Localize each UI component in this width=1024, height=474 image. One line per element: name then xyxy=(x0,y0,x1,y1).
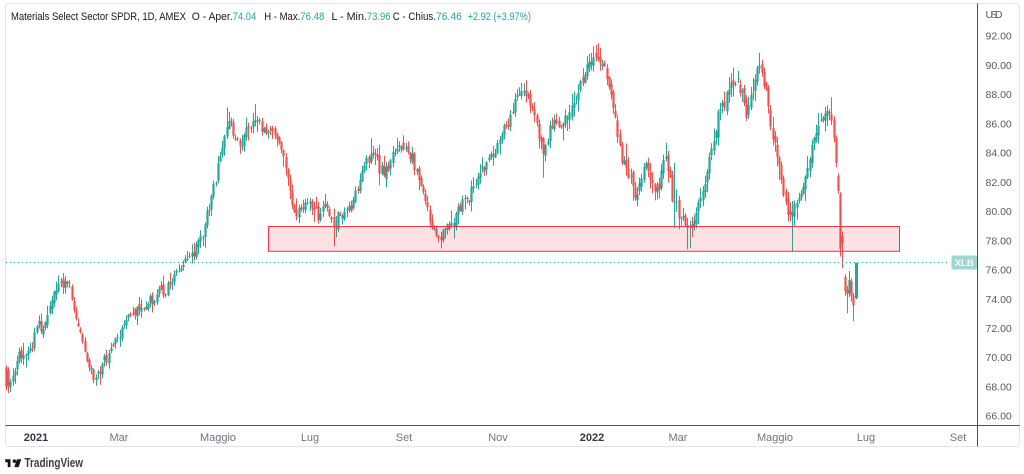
svg-text:66.00: 66.00 xyxy=(986,411,1012,423)
svg-text:TradingView: TradingView xyxy=(25,456,84,470)
svg-text:88.00: 88.00 xyxy=(986,89,1012,101)
svg-text:72.00: 72.00 xyxy=(986,323,1012,335)
svg-text:C - Chius.: C - Chius. xyxy=(393,11,436,23)
svg-text:H - Max.: H - Max. xyxy=(264,11,300,23)
svg-text:O - Aper.: O - Aper. xyxy=(192,11,233,23)
svg-text:+2.92 (+3.97%): +2.92 (+3.97%) xyxy=(468,11,531,23)
svg-text:86.00: 86.00 xyxy=(986,118,1012,130)
svg-text:Maggio: Maggio xyxy=(200,432,236,444)
svg-text:Set: Set xyxy=(396,432,413,444)
svg-text:Maggio: Maggio xyxy=(757,432,793,444)
svg-text:73.96: 73.96 xyxy=(367,11,391,23)
svg-text:74.00: 74.00 xyxy=(986,294,1012,306)
svg-text:78.00: 78.00 xyxy=(986,235,1012,247)
svg-text:76.00: 76.00 xyxy=(986,265,1012,277)
svg-text:92.00: 92.00 xyxy=(986,31,1012,43)
svg-text:XLB: XLB xyxy=(955,258,974,269)
svg-text:84.00: 84.00 xyxy=(986,148,1012,160)
svg-text:USD: USD xyxy=(986,9,1003,21)
svg-text:Set: Set xyxy=(950,432,967,444)
svg-text:Mar: Mar xyxy=(669,432,688,444)
svg-text:70.00: 70.00 xyxy=(986,352,1012,364)
svg-text:80.00: 80.00 xyxy=(986,206,1012,218)
svg-text:68.00: 68.00 xyxy=(986,382,1012,394)
svg-text:90.00: 90.00 xyxy=(986,60,1012,72)
svg-text:76.48: 76.48 xyxy=(300,11,324,23)
svg-text:2022: 2022 xyxy=(580,432,604,444)
svg-text:Lug: Lug xyxy=(857,432,875,444)
svg-text:Nov: Nov xyxy=(488,432,508,444)
svg-text:76.46: 76.46 xyxy=(436,11,462,23)
svg-text:82.00: 82.00 xyxy=(986,177,1012,189)
svg-text:74.04: 74.04 xyxy=(233,11,257,23)
svg-text:2021: 2021 xyxy=(24,432,48,444)
svg-text:Lug: Lug xyxy=(301,432,319,444)
svg-text:L - Min.: L - Min. xyxy=(332,11,367,23)
svg-text:Materials Select Sector SPDR,: Materials Select Sector SPDR, 1D, AMEX xyxy=(11,11,187,23)
svg-text:Mar: Mar xyxy=(110,432,129,444)
